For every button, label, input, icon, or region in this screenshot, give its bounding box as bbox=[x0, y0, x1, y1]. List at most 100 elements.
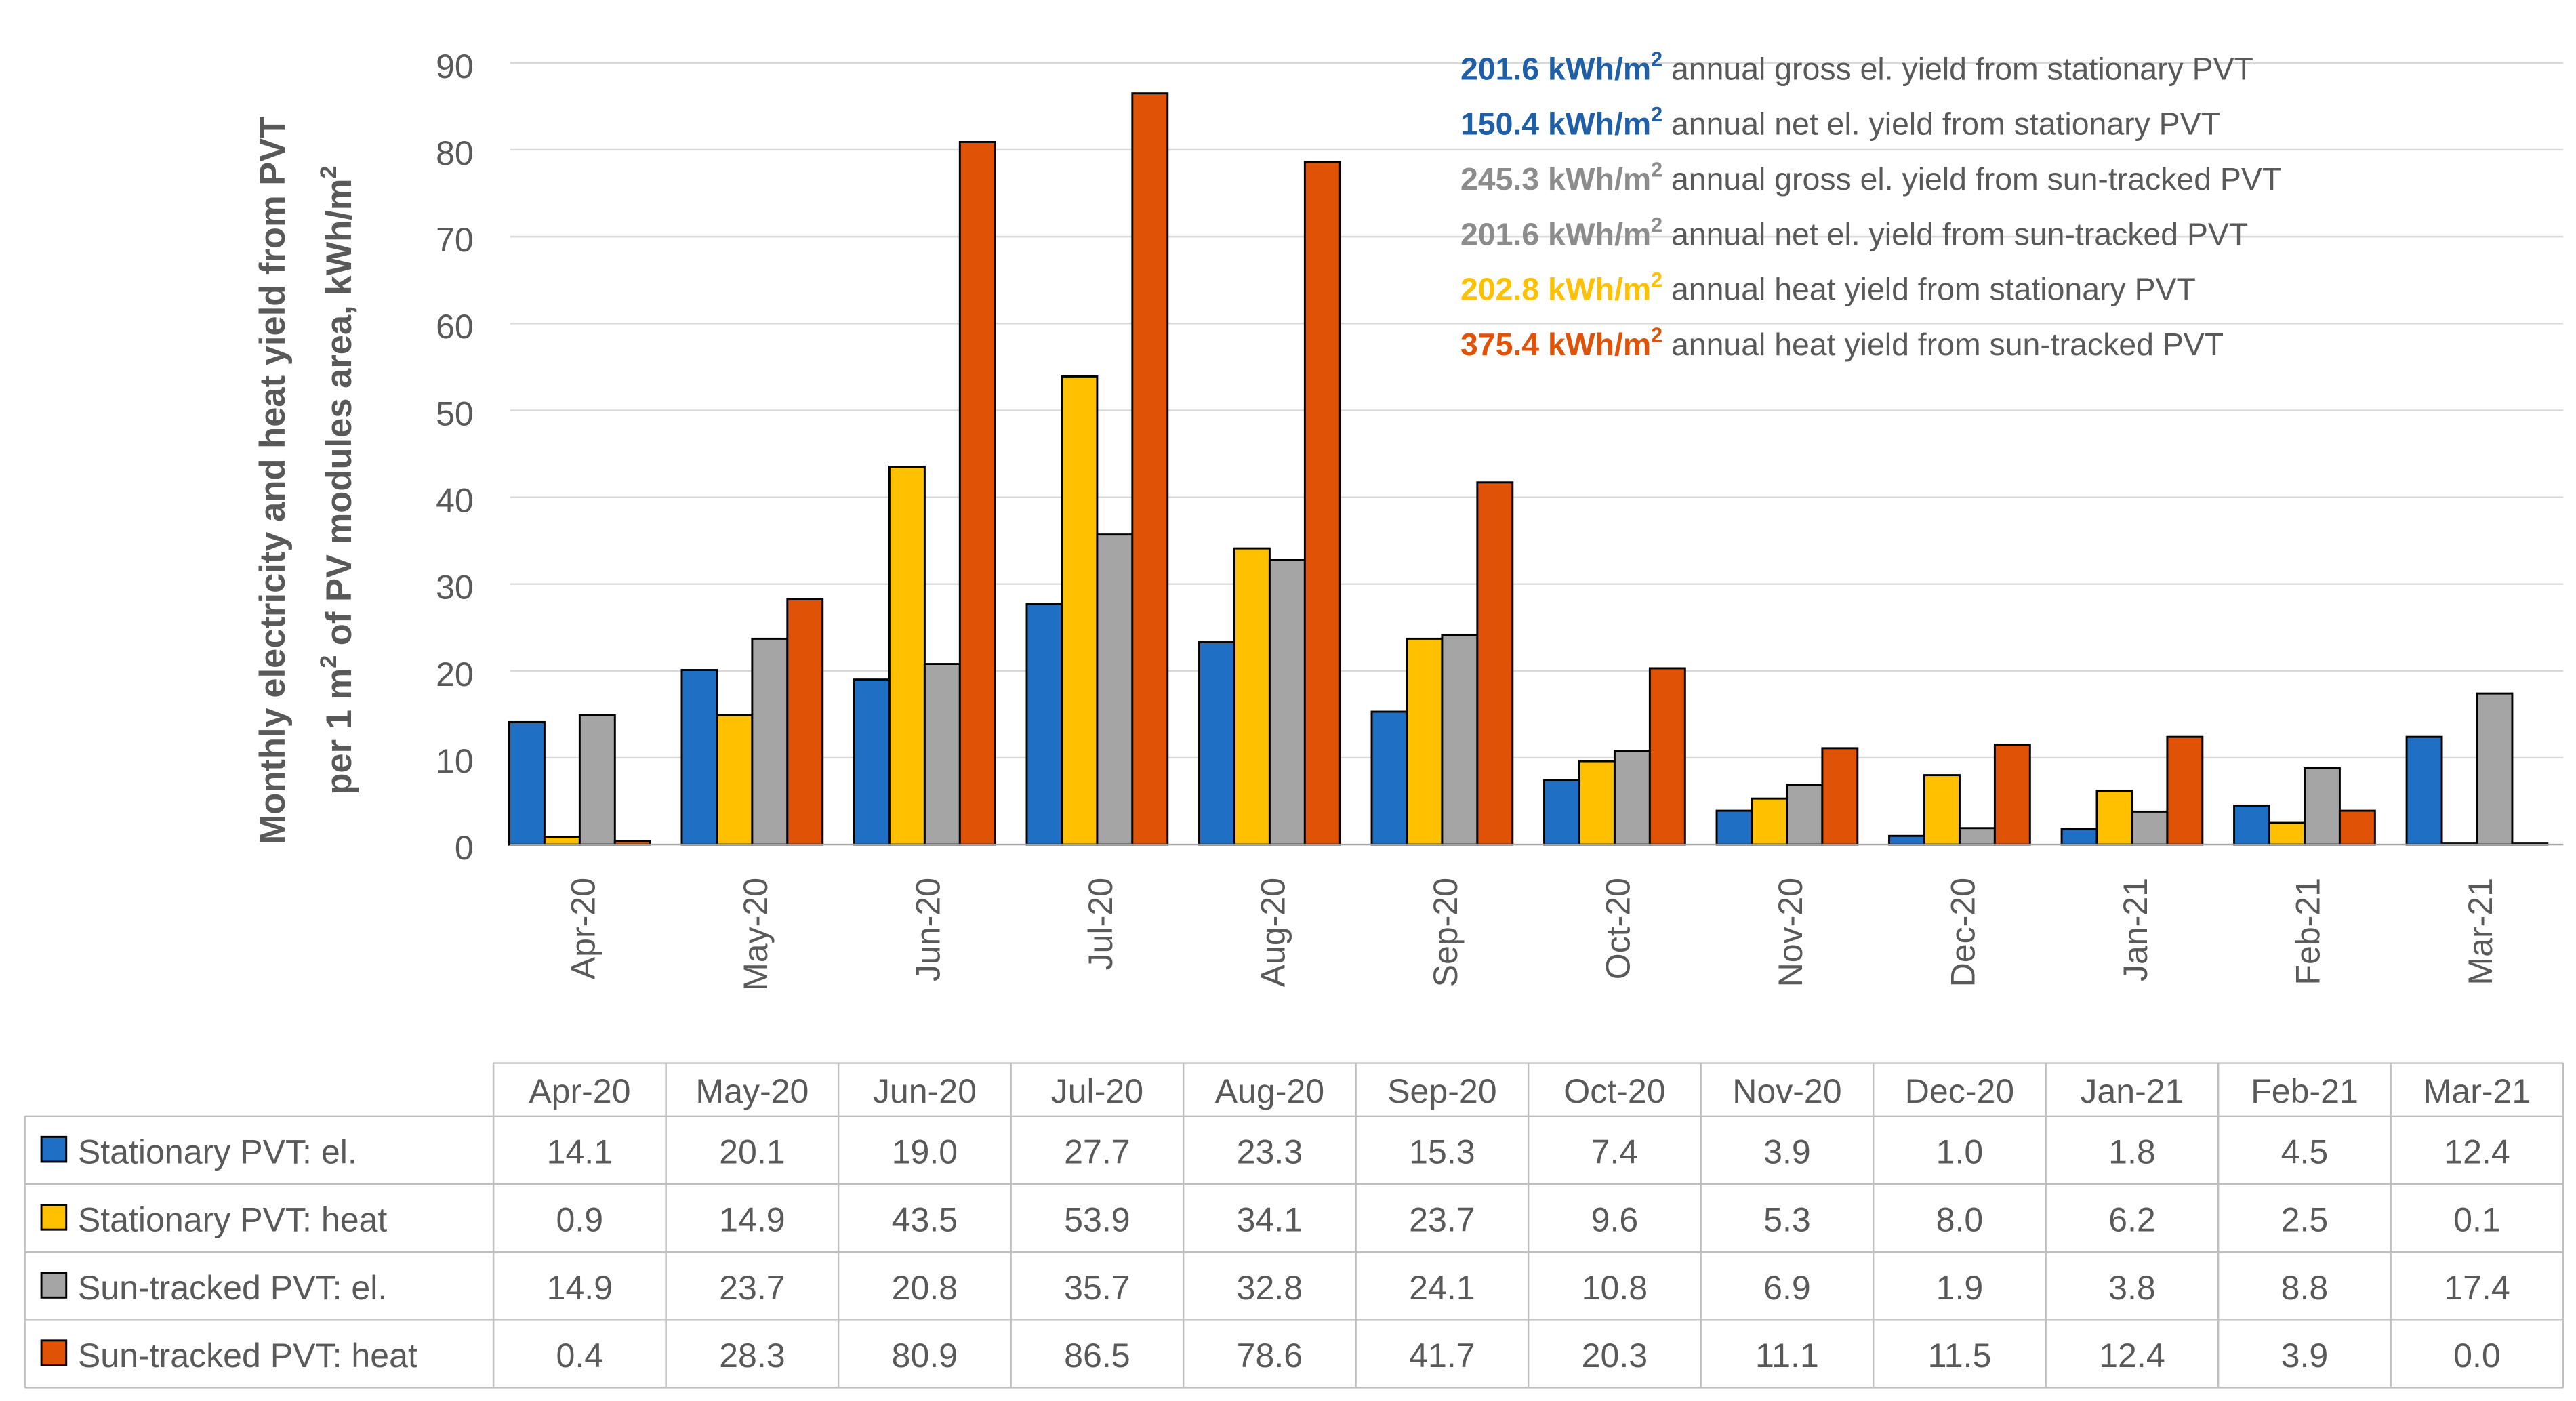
annotation-text: annual heat yield from stationary PVT bbox=[1662, 272, 2196, 307]
table-value-cell: 1.9 bbox=[1936, 1269, 1984, 1307]
bar bbox=[1613, 750, 1651, 846]
x-tick-label: Nov-20 bbox=[1772, 878, 1810, 987]
table-value-cell: 23.3 bbox=[1237, 1133, 1303, 1171]
bar bbox=[2405, 735, 2443, 846]
y-tick-label: 70 bbox=[436, 221, 474, 259]
table-row-label: Stationary PVT: el. bbox=[78, 1133, 357, 1171]
table-header-cell: May-20 bbox=[695, 1072, 809, 1110]
bar bbox=[1370, 710, 1408, 846]
annotations: 201.6 kWh/m2 annual gross el. yield from… bbox=[1460, 48, 2281, 362]
x-tick-label: Dec-20 bbox=[1944, 878, 1982, 987]
bar bbox=[1476, 481, 1514, 846]
bar bbox=[1993, 744, 2031, 846]
table-value-cell: 35.7 bbox=[1064, 1269, 1130, 1307]
y-axis-title-line2: per 1 m2 of PV modules area, kWh/m2 bbox=[316, 165, 359, 794]
legend-swatch bbox=[40, 1135, 68, 1163]
bar bbox=[1131, 92, 1169, 846]
bar bbox=[1198, 641, 1235, 846]
legend-swatch bbox=[40, 1272, 68, 1299]
table-value-cell: 24.1 bbox=[1409, 1269, 1475, 1307]
y-tick-label: 40 bbox=[436, 482, 474, 520]
bar bbox=[2131, 810, 2169, 846]
table-row-label: Sun-tracked PVT: el. bbox=[78, 1269, 387, 1307]
annotation-line: 375.4 kWh/m2 annual heat yield from sun-… bbox=[1460, 324, 2224, 363]
annotation-sup: 2 bbox=[1651, 324, 1662, 347]
table-header-cell: Jul-20 bbox=[1051, 1072, 1143, 1110]
x-tick-label: Mar-21 bbox=[2461, 878, 2499, 986]
bar bbox=[1923, 774, 1961, 846]
table-value-cell: 10.8 bbox=[1582, 1269, 1648, 1307]
table-value-cell: 23.7 bbox=[1409, 1201, 1475, 1239]
table-header-cell: Feb-21 bbox=[2251, 1072, 2358, 1110]
annotation-value: 201.6 kWh/m bbox=[1460, 216, 1651, 251]
table-value-cell: 17.4 bbox=[2444, 1269, 2510, 1307]
table-value-cell: 0.0 bbox=[2453, 1337, 2501, 1375]
bar bbox=[888, 466, 926, 846]
bar bbox=[853, 678, 891, 846]
y-tick-label: 80 bbox=[436, 134, 474, 172]
axes: 0 10 20 30 40 50 60 70 80 90 Apr-20 May-20 Jun-20 Jul… bbox=[436, 47, 2564, 991]
bar bbox=[1578, 760, 1616, 846]
bar bbox=[1406, 637, 1444, 846]
bar bbox=[2233, 804, 2270, 846]
bar bbox=[1303, 161, 1341, 846]
bar bbox=[1268, 559, 1306, 846]
annotation-text: annual gross el. yield from stationary P… bbox=[1662, 51, 2253, 86]
bar bbox=[1648, 667, 1686, 846]
table-value-cell: 14.1 bbox=[547, 1133, 613, 1171]
bar bbox=[958, 140, 996, 846]
y-title-sup: 2 bbox=[316, 655, 342, 668]
bar bbox=[2060, 828, 2098, 846]
x-tick-label: Aug-20 bbox=[1254, 878, 1292, 987]
table-header-cell: Nov-20 bbox=[1732, 1072, 1841, 1110]
table-value-cell: 9.6 bbox=[1591, 1201, 1639, 1239]
annotation-value: 150.4 kWh/m bbox=[1460, 106, 1651, 142]
table-value-cell: 14.9 bbox=[719, 1201, 785, 1239]
x-tick-label: Feb-21 bbox=[2289, 878, 2327, 986]
annotation-sup: 2 bbox=[1651, 268, 1662, 291]
bar bbox=[1233, 547, 1271, 846]
table-value-cell: 12.4 bbox=[2099, 1337, 2165, 1375]
table-value-cell: 3.9 bbox=[2281, 1337, 2329, 1375]
table-value-cell: 2.5 bbox=[2281, 1201, 2329, 1239]
table-header-cell: Aug-20 bbox=[1215, 1072, 1324, 1110]
y-title-part: of PV modules area, kWh/m bbox=[319, 179, 359, 655]
bar bbox=[2268, 821, 2306, 846]
y-title-sup: 2 bbox=[316, 165, 342, 178]
bar bbox=[1751, 797, 1788, 846]
y-axis-title: Monthly electricity and heat yield from … bbox=[253, 117, 359, 845]
table-value-cell: 6.2 bbox=[2108, 1201, 2156, 1239]
table-header-cell: Dec-20 bbox=[1905, 1072, 2014, 1110]
annotation-line: 150.4 kWh/m2 annual net el. yield from s… bbox=[1460, 103, 2220, 142]
bar bbox=[680, 669, 718, 846]
bar bbox=[1821, 747, 1859, 846]
bar bbox=[786, 597, 824, 846]
bar bbox=[508, 720, 546, 846]
table-value-cell: 5.3 bbox=[1763, 1201, 1811, 1239]
table-value-cell: 14.9 bbox=[547, 1269, 613, 1307]
bars bbox=[508, 92, 2549, 846]
bar bbox=[578, 714, 616, 846]
table-value-cell: 11.5 bbox=[1928, 1337, 1992, 1375]
table-value-cell: 3.8 bbox=[2108, 1269, 2156, 1307]
y-tick-label: 10 bbox=[436, 742, 474, 780]
bar bbox=[751, 637, 789, 846]
bar bbox=[2095, 790, 2133, 846]
x-tick-label: Jul-20 bbox=[1082, 878, 1120, 970]
annotation-sup: 2 bbox=[1651, 214, 1662, 237]
legend-swatch bbox=[40, 1204, 68, 1231]
legend-swatch bbox=[40, 1339, 68, 1366]
table-value-cell: 41.7 bbox=[1409, 1337, 1475, 1375]
bar bbox=[1096, 533, 1134, 846]
table-value-cell: 78.6 bbox=[1237, 1337, 1303, 1375]
y-axis-title-line1: Monthly electricity and heat yield from … bbox=[253, 117, 293, 845]
y-tick-label: 0 bbox=[455, 829, 474, 867]
table-value-cell: 23.7 bbox=[719, 1269, 785, 1307]
annotation-text: annual heat yield from sun-tracked PVT bbox=[1662, 327, 2224, 362]
x-tick-label: Apr-20 bbox=[564, 878, 602, 979]
table-value-cell: 1.0 bbox=[1936, 1133, 1984, 1171]
annotation-value: 375.4 kWh/m bbox=[1460, 327, 1651, 362]
bar bbox=[1061, 375, 1099, 846]
annotation-line: 201.6 kWh/m2 annual gross el. yield from… bbox=[1460, 48, 2253, 87]
